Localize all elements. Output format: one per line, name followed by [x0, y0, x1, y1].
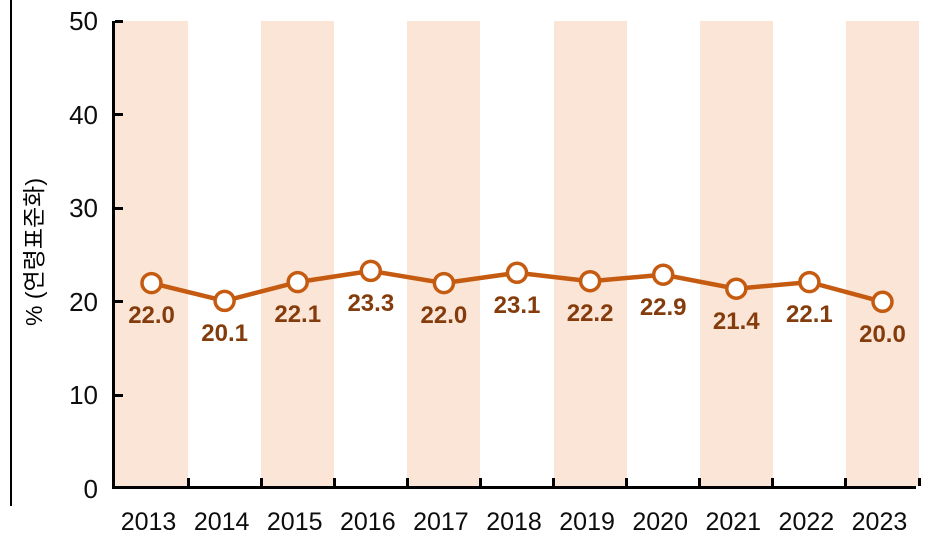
background-band-2023: [845, 21, 919, 486]
data-label-2020: 22.9: [639, 293, 687, 321]
figure-left-border: [10, 0, 12, 506]
y-axis-tick-30: [115, 206, 123, 210]
y-tick-label-30: 30: [69, 193, 98, 224]
x-axis-tick-5: [478, 478, 482, 486]
background-band-2013: [115, 21, 189, 486]
data-label-2014: 20.1: [201, 319, 248, 347]
y-axis-tick-50: [115, 19, 123, 23]
line-series-svg: [140, 259, 894, 314]
x-axis-tick-2: [259, 478, 263, 486]
data-label-2013: 22.0: [128, 302, 175, 330]
background-band-2019: [553, 21, 627, 486]
y-axis-tick-20: [115, 300, 123, 304]
data-point-marker-2021: [725, 277, 748, 300]
data-point-marker-2022: [798, 270, 821, 294]
x-tick-label-2017: 2017: [413, 508, 469, 536]
x-tick-label-2019: 2019: [559, 508, 615, 536]
data-point-marker-2023: [871, 290, 894, 314]
x-tick-label-2018: 2018: [486, 508, 542, 536]
data-point-marker-2017: [432, 271, 456, 295]
x-axis-tick-11: [917, 478, 921, 486]
x-axis-tick-7: [625, 478, 629, 486]
plot-area: 22.0 20.1 22.1 23.3 22.0 23.1 22.2 22.9 21.4 22.1…: [112, 19, 921, 489]
x-tick-label-2015: 2015: [266, 508, 323, 536]
y-tick-label-20: 20: [69, 286, 98, 317]
data-point-marker-2014: [213, 289, 236, 313]
background-band-2015: [261, 21, 335, 486]
data-label-2018: 23.1: [493, 291, 541, 319]
x-axis-tick-10: [844, 478, 848, 486]
x-tick-label-2023: 2023: [851, 508, 908, 536]
y-tick-label-50: 50: [69, 6, 98, 36]
y-tick-label-40: 40: [69, 99, 98, 130]
x-axis-tick-8: [698, 478, 702, 486]
y-tick-label-0: 0: [83, 474, 98, 504]
x-tick-label-2016: 2016: [340, 508, 396, 536]
x-axis-tick-4: [405, 478, 409, 486]
y-tick-label-10: 10: [69, 380, 98, 411]
data-label-2016: 23.3: [347, 289, 395, 317]
data-label-2015: 22.1: [274, 301, 322, 329]
y-axis-tick-40: [115, 113, 123, 117]
x-axis-tick-6: [552, 478, 556, 486]
data-point-marker-2018: [505, 261, 529, 285]
x-tick-label-2022: 2022: [778, 508, 835, 536]
x-axis-tick-1: [186, 478, 190, 486]
data-point-marker-2015: [286, 270, 309, 294]
data-point-marker-2020: [651, 263, 675, 286]
x-tick-label-2021: 2021: [705, 508, 762, 536]
y-axis-tick-10: [115, 393, 123, 397]
data-label-2023: 20.0: [859, 320, 906, 348]
x-axis-tick-3: [332, 478, 336, 486]
data-point-marker-2019: [578, 269, 602, 293]
x-tick-label-2013: 2013: [120, 508, 177, 536]
data-label-2021: 21.4: [712, 307, 760, 335]
background-band-2017: [407, 21, 481, 486]
data-point-marker-2013: [140, 271, 163, 295]
data-label-2017: 22.0: [420, 302, 468, 330]
data-point-marker-2016: [359, 259, 383, 283]
y-axis-title: % (연령표준화): [21, 178, 47, 326]
data-label-2022: 22.1: [786, 301, 833, 329]
x-tick-label-2014: 2014: [193, 508, 250, 536]
x-tick-label-2020: 2020: [632, 508, 688, 536]
x-axis-tick-9: [771, 478, 775, 486]
data-label-2019: 22.2: [566, 300, 614, 328]
background-band-2021: [699, 21, 773, 486]
